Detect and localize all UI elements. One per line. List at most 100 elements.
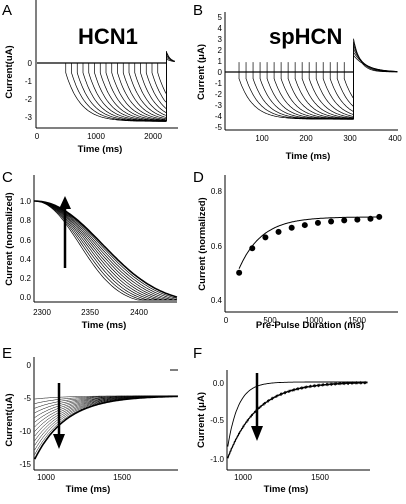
panel-b-xtick: 100 [255, 134, 269, 143]
panel-c-trace [33, 200, 177, 301]
panel-a-title: HCN1 [78, 24, 138, 49]
panel-d-xlabel: Pre-Pulse Duration (ms) [256, 320, 364, 331]
panel-d-point [236, 269, 243, 276]
panel-d-point [341, 217, 348, 224]
panel-b-trace [315, 62, 354, 117]
panel-f-ytick: -0.5 [210, 416, 224, 425]
panel-c-trace [33, 200, 177, 301]
panel-d-point [328, 218, 335, 225]
panel-a: A HCN1 0 -1 -2 -3 0 1000 2000 Time (ms) … [2, 0, 178, 155]
panel-d-ytick: 0.4 [211, 296, 223, 305]
panel-e-letter: E [2, 345, 12, 362]
panel-a-xtick: 1000 [87, 132, 105, 141]
panel-c-xtick: 2400 [130, 308, 148, 317]
panel-b-tail-trace [353, 48, 398, 120]
panel-b-ytick: 0 [218, 68, 223, 77]
panel-c-xtick: 2300 [33, 308, 51, 317]
panel-f-xtick: 1500 [311, 473, 329, 482]
panel-b-trace [287, 62, 354, 120]
panel-c-ylabel: Current (normalized) [4, 192, 15, 285]
panel-b-trace [308, 62, 354, 118]
panel-a-tail-trace [166, 56, 175, 122]
panel-b-ytick: -1 [215, 79, 223, 88]
panel-a-trace [128, 63, 167, 118]
panel-e-trace [34, 396, 178, 455]
panel-a-tail-trace [166, 53, 175, 122]
panel-a-trace [65, 63, 166, 122]
panel-c-traces [33, 200, 178, 301]
panel-c-trace [33, 200, 177, 301]
panel-c-ytick: 0.8 [20, 216, 32, 225]
panel-f: F 0.0 -0.5 -1.0 1000 1500 Time (ms) Curr… [193, 345, 370, 495]
panel-a-trace [105, 63, 166, 121]
panel-b-ytick: -5 [215, 123, 223, 132]
panel-b-ylabel: Current (μA) [196, 44, 207, 100]
panel-e-ytick: -15 [19, 460, 31, 469]
panel-c-trace [33, 200, 177, 301]
panel-a-xlabel: Time (ms) [78, 144, 123, 155]
panel-d: D 0.8 0.6 0.4 0 500 1000 1500 Pre-Pulse … [193, 169, 398, 331]
panel-a-traces [37, 50, 175, 122]
panel-e: E 0 -5 -10 -15 1000 1500 Time (ms) Curre… [2, 345, 178, 495]
panel-b-tail-trace [353, 45, 398, 120]
panel-d-ytick: 0.8 [211, 187, 223, 196]
panel-e-traces [34, 369, 178, 460]
panel-a-trace [122, 63, 167, 120]
panel-b-xtick: 400 [388, 134, 402, 143]
panel-b-trace [329, 62, 354, 112]
panel-a-ytick: -2 [25, 95, 33, 104]
panel-b-yticks: 5 4 3 2 1 0 -1 -2 -3 -4 -5 [215, 13, 223, 132]
panel-e-xlabel: Time (ms) [66, 484, 111, 495]
panel-b-xtick: 300 [343, 134, 357, 143]
panel-b-ytick: 4 [218, 24, 223, 33]
panel-d-ylabel: Current (normalized) [197, 197, 208, 290]
panel-a-trace [94, 63, 167, 122]
panel-c: C 1.0 0.8 0.6 0.4 0.2 0.0 2300 2350 2400… [2, 169, 178, 331]
panel-a-xtick: 2000 [144, 132, 162, 141]
panel-d-point [262, 234, 269, 241]
panel-c-trace [33, 200, 177, 301]
panel-b-trace [280, 62, 354, 120]
panel-c-ytick: 0.2 [20, 274, 32, 283]
panel-a-tail-trace [166, 54, 175, 122]
panel-d-xtick: 500 [263, 316, 277, 325]
panel-b-ytick: 5 [218, 13, 223, 22]
panel-a-tail-trace [166, 58, 175, 122]
panel-f-trace [227, 380, 368, 459]
panel-e-ytick: -5 [24, 394, 32, 403]
panel-f-xtick: 1000 [234, 473, 252, 482]
panel-d-xtick: 1000 [305, 316, 323, 325]
panel-c-trace [33, 200, 177, 301]
panel-a-trace [145, 63, 167, 109]
panel-c-ytick: 0.4 [20, 255, 32, 264]
panel-a-trace [157, 63, 167, 94]
panel-b-ytick: -2 [215, 90, 223, 99]
panel-d-plot [236, 213, 383, 276]
panel-e-xtick: 1000 [37, 473, 55, 482]
panel-c-trace [33, 200, 178, 298]
panel-e-trace [34, 395, 178, 460]
panel-d-letter: D [193, 169, 204, 186]
panel-b-tail-trace [353, 55, 398, 120]
panel-c-trace [33, 200, 177, 301]
panel-e-xtick: 1500 [113, 473, 131, 482]
panel-c-trace [33, 200, 177, 301]
panel-d-point [288, 224, 295, 231]
panel-a-letter: A [2, 2, 12, 19]
panel-b-ytick: 2 [218, 46, 223, 55]
panel-b-trace [343, 62, 354, 99]
panel-b-ytick: 1 [218, 57, 223, 66]
panel-d-point [314, 219, 321, 226]
panel-c-ytick: 1.0 [20, 197, 32, 206]
panel-b-title: spHCN [269, 24, 342, 49]
panel-a-ylabel: Current(uA) [4, 45, 15, 98]
panel-a-trace [111, 63, 167, 121]
panel-a-xtick: 0 [35, 132, 40, 141]
panel-f-arrow-head [251, 426, 263, 441]
panel-e-arrow-head [53, 434, 65, 449]
panel-b-tail-trace [353, 38, 398, 120]
panel-d-point [354, 216, 361, 223]
panel-b-ytick: 3 [218, 35, 223, 44]
panel-a-trace [151, 63, 167, 103]
